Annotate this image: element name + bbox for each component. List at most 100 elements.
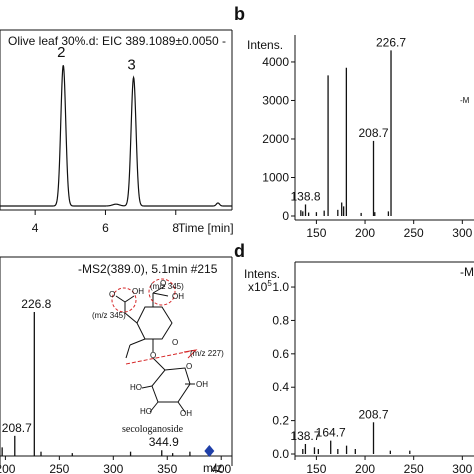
panel-c-header: -MS2(389.0), 5.1min #215 — [78, 262, 218, 276]
panel-b-letter: b — [234, 4, 245, 24]
panel-c-xtick-label: 250 — [49, 462, 69, 474]
panel-a-xlabel: Time [min] — [178, 221, 234, 235]
panel-b-ytick-label: 2000 — [262, 132, 289, 146]
panel-b-partial-text: -M — [460, 96, 470, 105]
panel-d-xtick-label: 150 — [306, 462, 326, 474]
panel-b-ytick-label: 3000 — [262, 93, 289, 107]
panel-a-peak-number: 3 — [127, 56, 135, 73]
annotation-mz227: (m/z 227) — [190, 349, 224, 358]
panel-d-yticks: 0.0 0.2 0.4 0.6 0.8 1.0 — [272, 280, 295, 461]
panel-d-yunit: x105 — [248, 279, 272, 294]
panel-b: b Intens. -M 0 1000 2000 3000 4000 150 200 250… — [234, 4, 474, 240]
panel-c-peak-label: 226.8 — [21, 297, 51, 311]
panel-c-peak-label: 208.7 — [2, 421, 32, 435]
atom-ho-glucose-2: HO — [130, 383, 142, 392]
glucose-oh-bond-3 — [149, 401, 159, 413]
panel-d-xtick-label: 200 — [355, 462, 375, 474]
atom-ho-glucose-3: HO — [140, 407, 152, 416]
panel-c: -MS2(389.0), 5.1min #215 m/z 200 250 300 35… — [0, 256, 233, 474]
atom-o-ring: O — [172, 338, 178, 347]
panel-a-xtick-label: 4 — [32, 221, 39, 235]
panel-a-xticks: 4 6 8 — [32, 210, 179, 235]
panel-d-ytick-label: 0.8 — [272, 313, 289, 327]
panel-d-ylabel: Intens. — [244, 267, 280, 281]
panel-d: d Intens. x105 -M 0.0 0.2 0.4 0.6 0.8 1.0 150… — [234, 241, 474, 474]
panel-c-peak-label: 344.9 — [149, 435, 179, 449]
annotation-mz345-top: (m/z 345) — [150, 282, 184, 291]
panel-a-xtick-label: 8 — [172, 221, 179, 235]
side-chain-bond-1 — [124, 312, 138, 324]
panel-d-ytick-label: 0.6 — [272, 347, 289, 361]
panel-d-peak-label: 138.7 — [290, 429, 320, 443]
loss-circle-2 — [111, 287, 137, 313]
vinyl-bond-1 — [129, 338, 146, 346]
atom-oh-acid: OH — [132, 287, 144, 296]
panel-a-header: Olive leaf 30%.d: EIC 389.1089±0.0050 - — [8, 34, 226, 48]
panel-d-peak-label: 208.7 — [358, 407, 388, 421]
panel-d-letter: d — [234, 241, 245, 261]
panel-a-eic-trace — [0, 65, 232, 207]
panel-c-xtick-label: 400 — [211, 462, 231, 474]
loss-circle-1 — [148, 278, 176, 306]
panel-c-xticks: 200 250 300 350 400 — [0, 456, 232, 474]
glucose-ch2oh-bond — [141, 385, 153, 389]
panel-b-yticks: 0 1000 2000 3000 4000 — [262, 55, 295, 223]
panel-b-peak-label: 208.7 — [358, 126, 388, 140]
atom-o-glycosidic: O — [150, 351, 156, 360]
panel-c-xtick-label: 200 — [0, 462, 16, 474]
panel-d-ytick-label: 0.4 — [272, 380, 289, 394]
panel-b-peaks — [300, 50, 392, 216]
panel-d-ytick-label: 0.0 — [272, 447, 289, 461]
carbonyl-bond — [152, 285, 166, 294]
dihydropyran-ring — [136, 306, 173, 340]
panel-b-ytick-label: 1000 — [262, 170, 289, 184]
atom-oh-glucose-1: OH — [196, 380, 208, 389]
panel-a-xtick-label: 6 — [102, 221, 109, 235]
panel-a: Olive leaf 30%.d: EIC 389.1089±0.0050 - … — [0, 29, 234, 235]
panel-d-peak-label: 164.7 — [316, 426, 346, 440]
vinyl-bond-2 — [125, 344, 131, 359]
panel-b-ylabel: Intens. — [247, 38, 283, 52]
acid-carbonyl-bond — [115, 295, 126, 303]
panel-b-xtick-label: 150 — [306, 226, 326, 240]
atom-oh-carboxyl: OH — [172, 292, 184, 301]
panel-c-peak-labels: 226.8 208.7 344.9 — [2, 297, 179, 449]
atom-o-acid: O — [109, 290, 115, 299]
panel-b-xtick-label: 300 — [452, 226, 472, 240]
panel-d-ytick-label: 1.0 — [272, 280, 289, 294]
panel-d-xticks: 150 200 250 300 — [306, 456, 473, 474]
panel-b-ytick-label: 0 — [282, 209, 289, 223]
panel-d-partial-text: -M — [460, 265, 474, 279]
panel-c-xtick-label: 350 — [157, 462, 177, 474]
panel-d-xtick-label: 300 — [452, 462, 472, 474]
panel-b-peak-labels: 226.7 208.7 138.8 — [290, 35, 406, 203]
glucose-ring — [151, 367, 191, 403]
panel-b-xtick-label: 250 — [404, 226, 424, 240]
panel-b-peak-label: 226.7 — [376, 35, 406, 49]
atom-o-carbonyl: O — [160, 279, 166, 288]
acid-hydroxyl-bond — [124, 295, 135, 303]
precursor-diamond-icon — [204, 445, 215, 457]
panel-d-xtick-label: 250 — [404, 462, 424, 474]
panel-b-ytick-label: 4000 — [262, 55, 289, 69]
molecule-name: secologanoside — [122, 424, 184, 435]
panel-c-xlabel: m/z — [203, 461, 222, 474]
secologanoside-structure — [111, 278, 198, 413]
panel-a-peak-number: 2 — [57, 44, 65, 61]
panel-b-xtick-label: 200 — [355, 226, 375, 240]
panel-c-xtick-label: 300 — [103, 462, 123, 474]
panel-b-peak-label: 138.8 — [290, 189, 320, 203]
panel-b-xticks: 150 200 250 300 — [306, 220, 473, 240]
panel-d-ytick-label: 0.2 — [272, 414, 289, 428]
atom-o-glucose: O — [186, 362, 192, 371]
atom-oh-glucose-4: OH — [180, 409, 192, 418]
glucose-oh-bond-2 — [177, 401, 186, 413]
annotation-mz345-left: (m/z 345) — [92, 311, 126, 320]
panel-c-peaks — [1, 312, 191, 456]
cleavage-arrow-icon — [183, 349, 198, 359]
panel-d-peaks — [302, 422, 411, 454]
panel-a-peak-labels: 23 — [57, 44, 136, 73]
glycosidic-bond-2 — [152, 357, 166, 371]
